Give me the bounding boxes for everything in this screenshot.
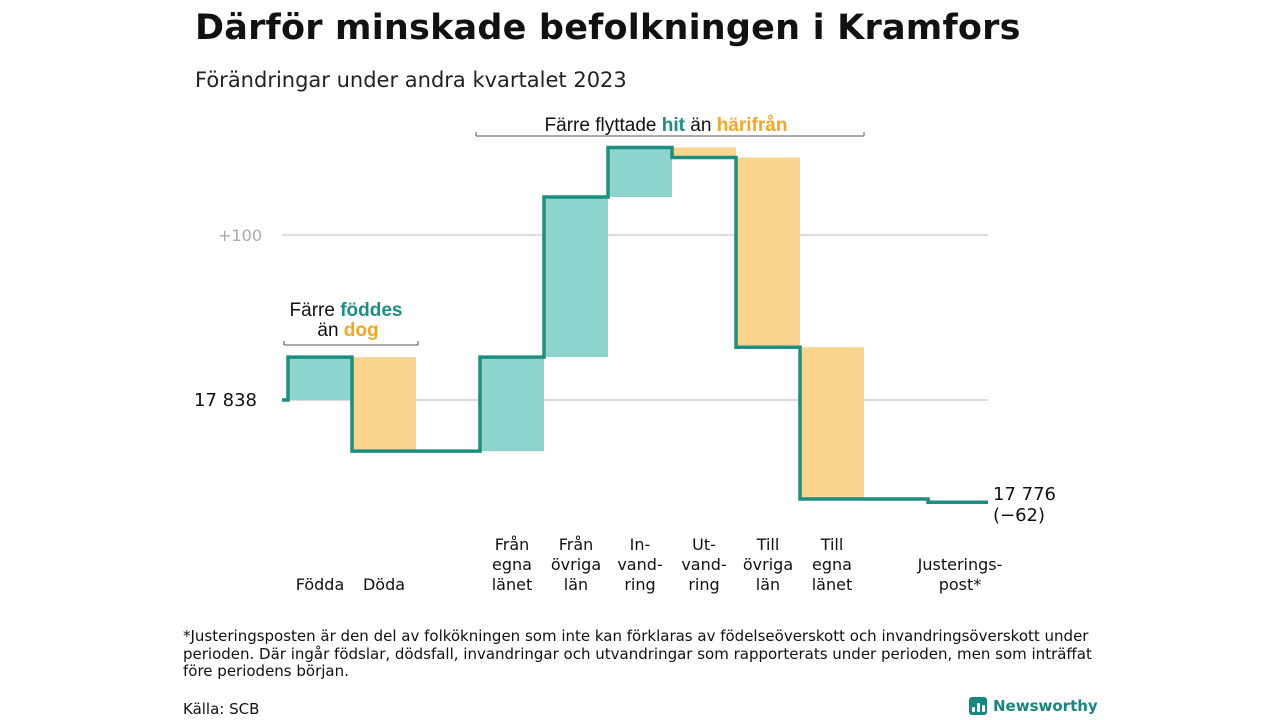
- y-tick-label: +100: [218, 226, 262, 245]
- category-label-line: Från: [559, 535, 594, 554]
- waterfall-bar: [480, 357, 544, 452]
- end-change-label: (−62): [993, 505, 1045, 526]
- start-value-label: 17 838: [194, 390, 257, 411]
- category-label-line: Till: [756, 535, 780, 554]
- category-label-line: länet: [812, 575, 853, 594]
- waterfall-bar: [736, 157, 800, 348]
- category-label: Justerings-post*: [917, 555, 1003, 594]
- category-label: Döda: [363, 575, 405, 594]
- waterfall-bar: [544, 197, 608, 358]
- cumulative-step-line: [282, 145, 988, 505]
- category-label: Ut-vand-ring: [681, 535, 726, 594]
- category-label-line: Justerings-: [917, 555, 1003, 574]
- category-label-line: In-: [630, 535, 651, 554]
- category-label-line: län: [756, 575, 780, 594]
- end-value-label: 17 776: [993, 484, 1056, 505]
- category-label-line: ring: [688, 575, 719, 594]
- category-label-line: övriga: [743, 555, 793, 574]
- category-label-line: Döda: [363, 575, 405, 594]
- footnote: *Justeringsposten är den del av folkökni…: [183, 627, 1092, 680]
- category-label-line: post*: [939, 575, 982, 594]
- category-label-line: Från: [495, 535, 530, 554]
- category-label-line: vand-: [617, 555, 662, 574]
- births-annotation-line2: än dog: [317, 320, 378, 341]
- category-label-line: vand-: [681, 555, 726, 574]
- moves-annotation: Färre flyttade hit än härifrån: [475, 115, 865, 137]
- chart-subtitle: Förändringar under andra kvartalet 2023: [195, 68, 627, 92]
- brand-logo: Newsworthy: [969, 697, 1098, 715]
- waterfall-bar: [608, 147, 672, 198]
- category-label-line: Ut-: [692, 535, 716, 554]
- waterfall-bar: [672, 147, 736, 158]
- newsworthy-logo-icon: [969, 697, 987, 715]
- category-label-line: egna: [812, 555, 852, 574]
- moves-annotation-text: Färre flyttade hit än härifrån: [545, 115, 788, 136]
- category-label-line: egna: [492, 555, 532, 574]
- waterfall-bar: [352, 357, 416, 452]
- category-label-line: övriga: [551, 555, 601, 574]
- category-label-line: Födda: [296, 575, 345, 594]
- category-label-line: Till: [820, 535, 844, 554]
- category-label-line: länet: [492, 575, 533, 594]
- category-label-line: län: [564, 575, 588, 594]
- brand-name: Newsworthy: [993, 697, 1098, 715]
- category-label: Födda: [296, 575, 345, 594]
- waterfall-bar: [288, 357, 352, 400]
- chart-title: Därför minskade befolkningen i Kramfors: [195, 8, 1021, 48]
- source: Källa: SCB: [183, 700, 260, 718]
- births-annotation-line1: Färre föddes: [290, 300, 403, 321]
- category-label: In-vand-ring: [617, 535, 662, 594]
- category-label-line: ring: [624, 575, 655, 594]
- waterfall-bar: [800, 347, 864, 499]
